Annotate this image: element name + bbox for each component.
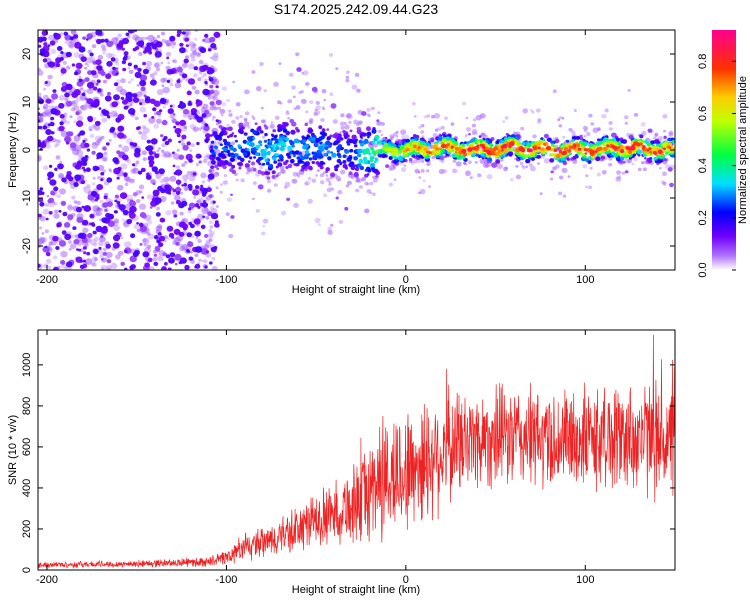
- spectrogram-y-tick-label: 20: [21, 48, 33, 60]
- snr-x-ticks: -200 -100 0 100: [36, 330, 594, 586]
- spectrogram-x-ticks: -200 -100 0 100: [36, 30, 594, 286]
- spectrogram-x-tick-label: 100: [576, 274, 594, 286]
- spectrogram-y-axis-title: Frequency (Hz): [7, 112, 19, 188]
- colorbar-label: Normalized spectral amplitude: [737, 76, 749, 224]
- snr-x-axis-title: Height of straight line (km): [292, 584, 420, 596]
- snr-x-tick-label: 0: [403, 574, 409, 586]
- snr-x-tick-label: 100: [576, 574, 594, 586]
- colorbar-tick-label: 0.8: [697, 54, 709, 69]
- spectrogram-x-tick-label: -100: [215, 274, 237, 286]
- colorbar-tick-label: 0.0: [697, 262, 709, 277]
- spectrogram-x-tick-label: 0: [403, 274, 409, 286]
- snr-y-tick-label: 400: [21, 479, 33, 497]
- colorbar-tick-label: 0.2: [697, 210, 709, 225]
- snr-y-tick-label: 1000: [21, 353, 33, 377]
- snr-y-tick-label: 600: [21, 438, 33, 456]
- spectrogram-y-ticks: -20 -10 0 10 20: [21, 48, 675, 254]
- spectrogram-x-tick-label: -200: [36, 274, 58, 286]
- snr-y-tick-label: 200: [21, 520, 33, 538]
- spectrogram-y-tick-label: -20: [21, 238, 33, 254]
- snr-y-tick-label: 0: [21, 567, 33, 573]
- colorbar: 0.0 0.2 0.4 0.6 0.8 Normalized spectral ampl…: [697, 30, 749, 278]
- snr-x-tick-label: -200: [36, 574, 58, 586]
- figure-title: S174.2025.242.09.44.G23: [274, 1, 438, 17]
- snr-x-tick-label: -100: [215, 574, 237, 586]
- spectrogram-x-axis-title: Height of straight line (km): [292, 284, 420, 296]
- snr-y-axis-title: SNR (10 * v/v): [7, 415, 19, 485]
- snr-panel: -200 -100 0 100 0 200 400 600 800 1000 Height of…: [7, 329, 676, 596]
- colorbar-gradient: [712, 30, 736, 270]
- spectrogram-y-tick-label: -10: [21, 190, 33, 206]
- snr-y-ticks: 0 200 400 600 800 1000: [21, 353, 675, 573]
- spectrogram-y-tick-label: 0: [21, 147, 33, 153]
- colorbar-ticks: 0.0 0.2 0.4 0.6 0.8: [697, 54, 736, 278]
- snr-frame: [37, 329, 676, 571]
- colorbar-tick-label: 0.4: [697, 158, 709, 173]
- colorbar-tick-label: 0.6: [697, 106, 709, 121]
- spectrogram-y-tick-label: 10: [21, 96, 33, 108]
- snr-y-tick-label: 800: [21, 397, 33, 415]
- snr-series-line: [38, 334, 675, 569]
- spectrogram-heatmap: [38, 30, 675, 270]
